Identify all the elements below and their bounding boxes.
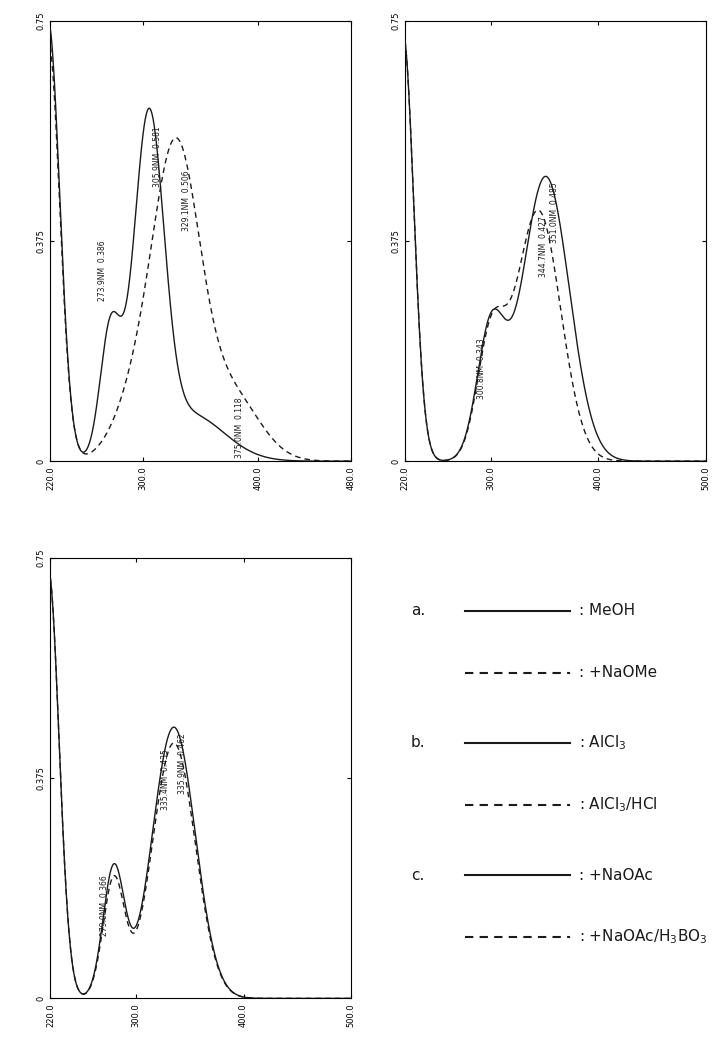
- Text: 279.0NM  0.366: 279.0NM 0.366: [99, 875, 109, 936]
- Text: 351.0NM  0.485: 351.0NM 0.485: [550, 182, 559, 243]
- Text: 335.9NM  0.462: 335.9NM 0.462: [178, 733, 187, 794]
- Text: : AlCl$_3$: : AlCl$_3$: [580, 733, 627, 752]
- Text: : +NaOAc: : +NaOAc: [580, 867, 653, 883]
- Text: 300.8NM  0.343: 300.8NM 0.343: [477, 338, 486, 398]
- Text: 344.7NM  0.427: 344.7NM 0.427: [539, 216, 548, 277]
- Text: 305.9NM  0.581: 305.9NM 0.581: [153, 126, 163, 186]
- Text: 335.4NM  0.435: 335.4NM 0.435: [161, 749, 170, 810]
- Text: c.: c.: [411, 867, 424, 883]
- Text: : AlCl$_3$/HCl: : AlCl$_3$/HCl: [580, 796, 658, 814]
- Text: 273.9NM  0.386: 273.9NM 0.386: [98, 240, 107, 301]
- Text: : +NaOAc/H$_3$BO$_3$: : +NaOAc/H$_3$BO$_3$: [580, 928, 708, 946]
- Text: : MeOH: : MeOH: [580, 603, 636, 619]
- Text: 375.0NM  0.118: 375.0NM 0.118: [235, 397, 245, 459]
- Text: 329.1NM  0.506: 329.1NM 0.506: [182, 170, 192, 231]
- Text: a.: a.: [411, 603, 426, 619]
- Text: b.: b.: [411, 735, 426, 751]
- Text: : +NaOMe: : +NaOMe: [580, 665, 657, 680]
